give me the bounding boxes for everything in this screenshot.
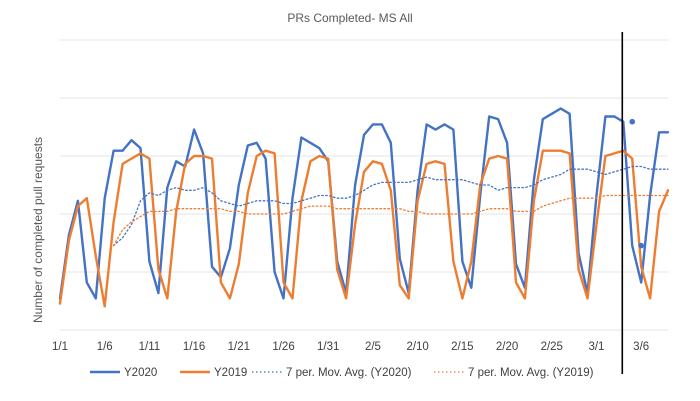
legend-label: Y2019 (214, 367, 247, 379)
series-line-7-per-mov-avg-y2019 (112, 194, 669, 247)
data-point-marker (629, 118, 636, 125)
legend-label: Y2020 (124, 367, 157, 379)
x-tick-label: 2/10 (406, 341, 428, 353)
x-tick-label: 2/20 (496, 341, 518, 353)
legend-label: 7 per. Mov. Avg. (Y2019) (468, 367, 594, 379)
series-line-y2019 (58, 149, 670, 308)
x-tick-label: 2/5 (365, 341, 381, 353)
series-lines (58, 107, 670, 308)
x-tick-label: 1/11 (139, 341, 161, 353)
series-line-7-per-mov-avg-y2020 (112, 165, 669, 247)
y-axis-title: Number of completed pull requests (31, 137, 45, 323)
x-tick-label: 3/6 (633, 341, 649, 353)
x-axis-ticks: 1/1 1/6 1/11 1/16 1/21 1/26 1/31 2/5 2/10 2/15 2/2… (52, 341, 649, 353)
legend-label: 7 per. Mov. Avg. (Y2020) (286, 367, 412, 379)
data-point-marker (638, 242, 644, 249)
x-tick-label: 1/21 (228, 341, 250, 353)
x-tick-label: 3/1 (588, 341, 604, 353)
x-tick-label: 1/1 (52, 341, 68, 353)
legend: Y2020 Y2019 7 per. Mov. Avg. (Y2020) 7 per.… (90, 367, 594, 379)
x-tick-label: 1/26 (272, 341, 294, 353)
point-markers (629, 118, 644, 249)
x-tick-label: 1/31 (317, 341, 339, 353)
x-tick-label: 2/25 (541, 341, 563, 353)
chart-title: PRs Completed- MS All (287, 11, 412, 25)
x-tick-label: 1/16 (183, 341, 205, 353)
x-tick-label: 2/15 (451, 341, 473, 353)
series-line-y2020 (58, 107, 670, 300)
x-tick-label: 1/6 (97, 341, 113, 353)
